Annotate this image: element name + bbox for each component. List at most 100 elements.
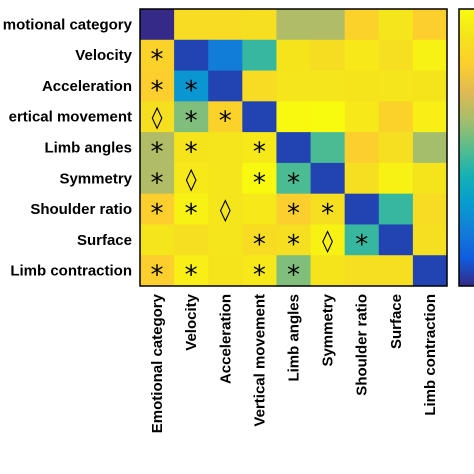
heatmap-cell [174, 132, 209, 164]
significance-star: * [287, 168, 300, 198]
heatmap-cell [412, 162, 448, 195]
heatmap-cell [208, 255, 243, 287]
column-label: Symmetry [320, 293, 337, 366]
heatmap-cell [344, 255, 380, 287]
heatmap-cell [276, 132, 312, 164]
significance-star: * [355, 230, 368, 260]
row-label: Limb contraction [10, 263, 132, 280]
significance-star: * [185, 76, 198, 106]
heatmap-cell [276, 101, 312, 133]
heatmap-cell [412, 132, 448, 164]
heatmap-cell [310, 255, 346, 287]
heatmap-cell [276, 162, 312, 195]
heatmap-cell [310, 193, 346, 225]
significance-star: * [185, 261, 198, 291]
significance-star: * [287, 261, 300, 291]
heatmap-cell [208, 101, 243, 133]
heatmap-cell [276, 9, 312, 41]
heatmap-cell [242, 9, 277, 41]
heatmap-cell [412, 70, 448, 102]
heatmap-cell [242, 255, 277, 287]
significance-star: * [151, 76, 164, 106]
significance-star: * [151, 199, 164, 229]
heatmap-cell [276, 193, 312, 225]
column-label: Emotional category [149, 293, 166, 433]
significance-star: * [253, 168, 266, 198]
heatmap-cell [174, 70, 209, 102]
heatmap-cell [174, 101, 209, 133]
heatmap-cell [378, 101, 414, 133]
significance-star: * [321, 199, 334, 229]
row-label: Shoulder ratio [30, 201, 132, 218]
heatmap-cell [140, 193, 175, 225]
heatmap-cell [378, 39, 414, 72]
heatmap-cell [378, 132, 414, 164]
row-label: Symmetry [59, 170, 132, 187]
significance-star: * [185, 138, 198, 168]
row-label: Velocity [75, 47, 132, 64]
heatmap-cell [378, 9, 414, 41]
significance-star: * [219, 107, 232, 137]
column-label: Acceleration [217, 294, 234, 384]
heatmap-cell [208, 9, 243, 41]
colorbar [458, 8, 474, 287]
heatmap-cell [344, 101, 380, 133]
significance-diamond: ◊ [186, 167, 197, 192]
heatmap-cell [208, 193, 243, 225]
column-labels: Emotional category Velocity Acceleration Ve… [149, 293, 439, 433]
heatmap-cell [310, 9, 346, 41]
heatmap-cell [242, 101, 277, 133]
row-label: Surface [77, 232, 132, 249]
heatmap-cell [310, 70, 346, 102]
column-label: Shoulder ratio [354, 294, 371, 396]
heatmap-cell [412, 193, 448, 225]
heatmap-cell [140, 39, 175, 72]
heatmap-cell [242, 224, 277, 256]
column-label: Velocity [183, 293, 200, 350]
heatmap-cell [140, 255, 175, 287]
heatmap-cell [310, 132, 346, 164]
column-label: Limb angles [286, 294, 303, 382]
heatmap-cell [344, 9, 380, 41]
heatmap-cell [344, 70, 380, 102]
column-label: Vertical movement [251, 294, 268, 427]
column-label: Surface [388, 294, 405, 349]
heatmap-cell [378, 70, 414, 102]
heatmap-cell [242, 39, 277, 72]
significance-star: * [185, 199, 198, 229]
significance-star: * [151, 168, 164, 198]
heatmap-cell [140, 162, 175, 195]
heatmap-cell [276, 224, 312, 256]
significance-star: * [253, 230, 266, 260]
row-label: Acceleration [42, 78, 132, 95]
heatmap-cell [140, 70, 175, 102]
heatmap-cell [344, 132, 380, 164]
heatmap-cell [412, 224, 448, 256]
heatmap-cell [140, 132, 175, 164]
heatmap-cell [208, 224, 243, 256]
significance-diamond: ◊ [220, 198, 231, 223]
heatmap-frame [139, 8, 448, 287]
row-label: Limb angles [44, 140, 132, 157]
significance-star: * [287, 230, 300, 260]
heatmap-cell [242, 193, 277, 225]
significance-diamond: ◊ [322, 229, 333, 254]
heatmap-cell [378, 162, 414, 195]
significance-star: * [185, 107, 198, 137]
heatmap-cell [310, 224, 346, 256]
significance-star: * [253, 138, 266, 168]
heatmap-cell [242, 162, 277, 195]
significance-star: * [151, 45, 164, 75]
heatmap-cell [378, 224, 414, 256]
heatmap-cell [378, 193, 414, 225]
heatmap-cell [276, 255, 312, 287]
heatmap-cell [174, 193, 209, 225]
heatmap-cell [344, 39, 380, 72]
colorbar-gradient [458, 8, 474, 287]
heatmap-cell [344, 162, 380, 195]
heatmap-cell [140, 224, 175, 256]
heatmap-cell [412, 101, 448, 133]
significance-annotations: ** *◊ * ** * ** ◊ * ** * ◊ * ** * ◊ ** * * * [151, 45, 369, 290]
heatmap-cell [208, 39, 243, 72]
